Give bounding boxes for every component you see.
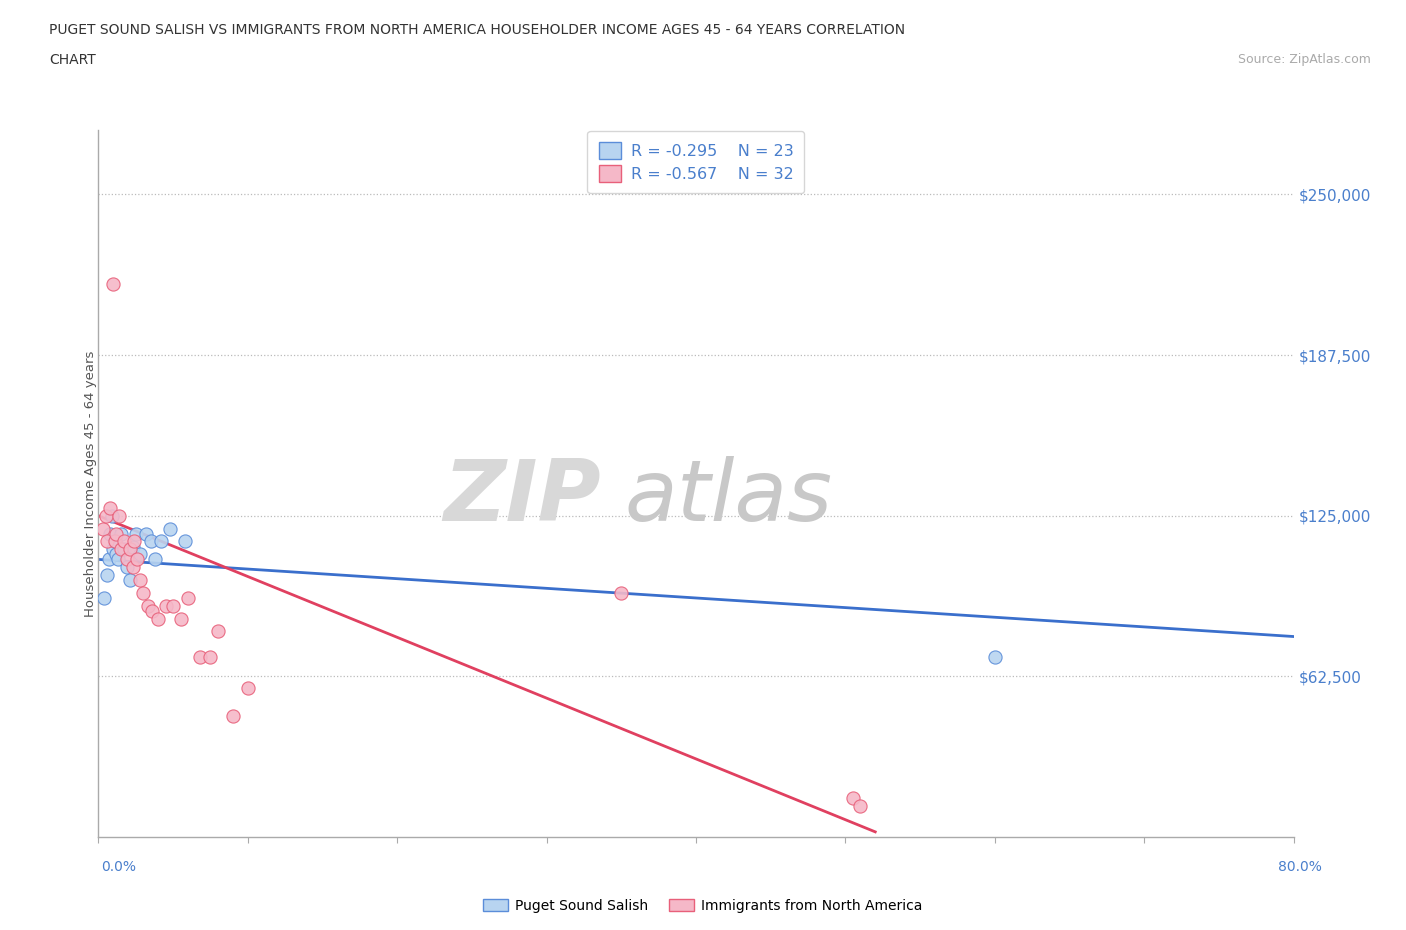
Point [118, 573, 141, 588]
Point [849, 799, 872, 814]
Point [124, 534, 146, 549]
Point [96, 567, 118, 582]
Point [121, 539, 143, 554]
Text: ZIP: ZIP [443, 457, 600, 539]
Text: 80.0%: 80.0% [1278, 859, 1322, 874]
Point [143, 552, 166, 567]
Point [91, 521, 114, 536]
Text: CHART: CHART [49, 53, 96, 67]
Point [96, 534, 118, 549]
Point [129, 573, 152, 588]
Point [236, 681, 259, 696]
Point [125, 526, 148, 541]
Point [610, 585, 633, 600]
Text: atlas: atlas [624, 457, 832, 539]
Point [98, 526, 122, 541]
Point [104, 534, 127, 549]
Point [93, 591, 115, 605]
Legend: R = -0.295    N = 23, R = -0.567    N = 32: R = -0.295 N = 23, R = -0.567 N = 32 [588, 131, 804, 193]
Point [110, 541, 132, 556]
Point [139, 534, 162, 549]
Point [108, 509, 131, 524]
Point [148, 611, 170, 626]
Text: PUGET SOUND SALISH VS IMMIGRANTS FROM NORTH AMERICA HOUSEHOLDER INCOME AGES 45 -: PUGET SOUND SALISH VS IMMIGRANTS FROM NO… [49, 23, 905, 37]
Point [112, 534, 135, 549]
Point [132, 585, 155, 600]
Point [222, 709, 245, 724]
Point [150, 534, 173, 549]
Point [983, 650, 1005, 665]
Point [169, 611, 191, 626]
Point [103, 277, 125, 292]
Point [107, 552, 129, 567]
Point [110, 526, 132, 541]
Point [112, 541, 135, 556]
Point [121, 560, 143, 575]
Point [159, 521, 181, 536]
Point [115, 560, 138, 575]
Point [155, 598, 177, 613]
Point [141, 604, 163, 618]
Point [127, 552, 149, 567]
Point [207, 624, 229, 639]
Text: Source: ZipAtlas.com: Source: ZipAtlas.com [1237, 53, 1371, 66]
Point [174, 534, 197, 549]
Point [101, 509, 124, 524]
Point [842, 791, 865, 806]
Point [188, 650, 211, 665]
Point [200, 650, 222, 665]
Point [129, 547, 152, 562]
Point [118, 541, 141, 556]
Point [97, 552, 120, 567]
Point [115, 552, 138, 567]
Point [105, 547, 128, 562]
Point [162, 598, 184, 613]
Point [103, 541, 125, 556]
Text: 0.0%: 0.0% [101, 859, 136, 874]
Point [104, 534, 127, 549]
Point [136, 598, 159, 613]
Point [105, 526, 128, 541]
Point [135, 526, 157, 541]
Legend: Puget Sound Salish, Immigrants from North America: Puget Sound Salish, Immigrants from Nort… [478, 894, 928, 919]
Point [94, 509, 117, 524]
Point [177, 591, 200, 605]
Y-axis label: Householder Income Ages 45 - 64 years: Householder Income Ages 45 - 64 years [83, 351, 97, 617]
Point [98, 500, 122, 515]
